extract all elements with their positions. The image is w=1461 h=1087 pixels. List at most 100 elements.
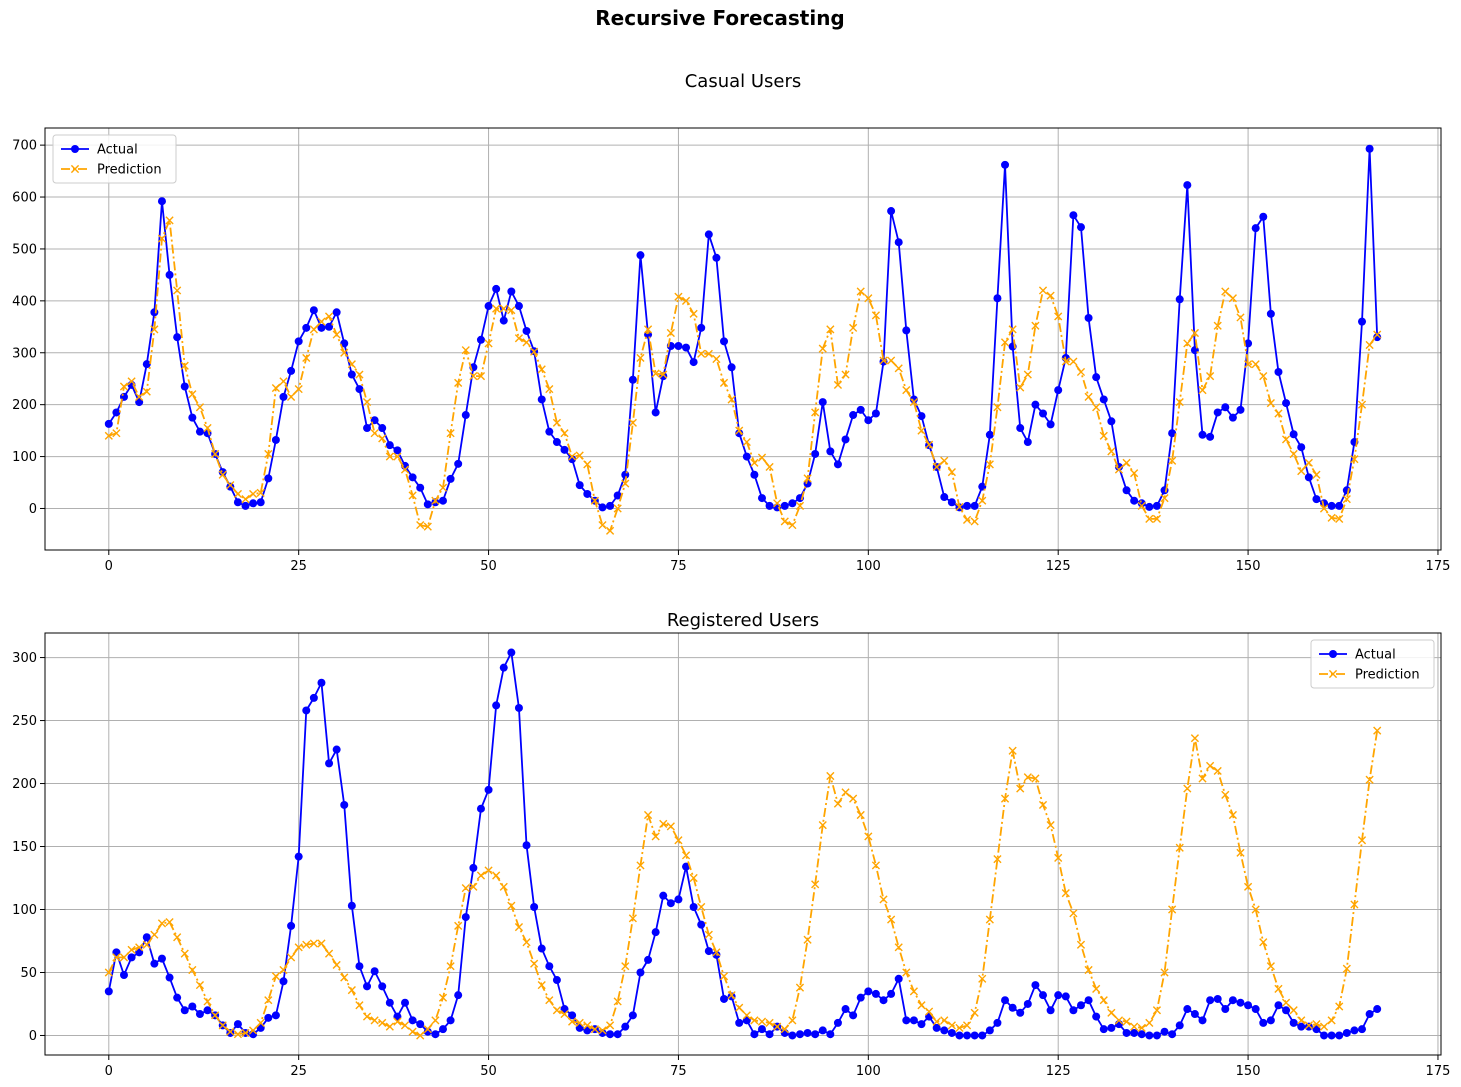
prediction-point (605, 1021, 615, 1030)
actual-point (1365, 144, 1374, 153)
prediction-point (1221, 790, 1230, 799)
actual-point (1152, 1031, 1161, 1040)
legend-actual-label: Actual (1355, 648, 1396, 663)
ticks: 0 25 50 75 100 125 150 175 0 50 100 150 200 250 300 (12, 651, 1450, 1079)
actual-point (803, 479, 812, 488)
actual-point (287, 366, 296, 375)
prediction-point (1160, 968, 1169, 977)
prediction-point (643, 810, 653, 820)
actual-point (606, 501, 615, 510)
prediction-point (393, 1017, 402, 1026)
actual-point (1335, 501, 1344, 510)
actual-point (484, 785, 493, 794)
prediction-point (1069, 909, 1078, 918)
prediction-point (727, 395, 736, 404)
prediction-point (537, 365, 546, 374)
casual-users-chart: Casual Users 0 25 50 75 100 125 150 175 0 100 200 30… (12, 71, 1450, 574)
prediction-point (211, 1011, 220, 1020)
actual-point (887, 207, 896, 216)
y-tick-label: 700 (12, 139, 37, 154)
axes-frame (44, 632, 1442, 1056)
prediction-point (271, 383, 280, 393)
prediction-point (1092, 984, 1101, 993)
prediction-point (909, 987, 918, 996)
actual-point (1244, 339, 1253, 348)
actual-point (849, 1011, 858, 1020)
prediction-point (1198, 386, 1207, 395)
actual-point (1039, 991, 1048, 1000)
prediction-point (902, 386, 911, 395)
actual-point (1023, 999, 1032, 1008)
prediction-point (256, 488, 265, 497)
x-tick-label: 125 (1046, 1064, 1071, 1079)
prediction-point (112, 953, 121, 962)
actual-point (1099, 1025, 1108, 1034)
actual-point (1266, 1016, 1275, 1025)
actual-point (552, 438, 561, 447)
actual-point (173, 333, 182, 342)
prediction-point (1054, 312, 1063, 321)
prediction-point (1061, 889, 1070, 898)
prediction-point (514, 334, 524, 343)
actual-point (112, 408, 121, 417)
actual-point (446, 1016, 455, 1025)
prediction-point (1190, 734, 1200, 743)
x-tick-label: 175 (1426, 559, 1451, 574)
actual-point (499, 316, 508, 325)
prediction-point (454, 921, 463, 930)
prediction-point (1342, 495, 1351, 504)
prediction-point (818, 821, 827, 830)
prediction-series (104, 726, 1382, 1040)
prediction-point (1084, 965, 1093, 975)
x-tick-label: 75 (670, 559, 687, 574)
actual-point (1023, 438, 1032, 447)
prediction-point (476, 871, 486, 880)
y-tick-label: 100 (12, 903, 37, 918)
prediction-point (461, 883, 470, 893)
prediction-point (446, 962, 455, 971)
prediction-point (1069, 357, 1078, 366)
prediction-point (1190, 328, 1200, 338)
actual-point (370, 967, 379, 976)
prediction-point (651, 832, 660, 841)
x-tick-label: 50 (480, 1064, 497, 1079)
actual-point (332, 745, 341, 754)
actual-point (1054, 991, 1063, 1000)
actual-point (233, 498, 242, 507)
actual-point (309, 693, 318, 702)
prediction-point (233, 489, 243, 499)
prediction-point (1357, 400, 1367, 409)
actual-point (1069, 211, 1078, 220)
prediction-point (1327, 513, 1336, 522)
actual-point (1358, 1025, 1367, 1034)
prediction-point (1016, 784, 1025, 793)
actual-point (659, 891, 668, 900)
prediction-point (408, 1027, 417, 1036)
prediction-point (545, 996, 554, 1005)
actual-point (416, 1020, 425, 1029)
prediction-point (522, 338, 531, 347)
actual-point (135, 948, 144, 957)
actual-point (355, 385, 364, 394)
prediction-point (469, 372, 478, 381)
actual-point (765, 501, 774, 510)
prediction-point (104, 431, 113, 440)
prediction-point (203, 423, 212, 433)
actual-point (993, 1018, 1002, 1027)
actual-point (795, 1030, 804, 1039)
actual-point (947, 1028, 956, 1037)
actual-point (104, 419, 113, 428)
actual-point (757, 1025, 766, 1034)
prediction-point (530, 347, 539, 356)
actual-point (1061, 992, 1070, 1001)
prediction-point (560, 429, 569, 438)
prediction-point (811, 880, 820, 889)
actual-point (135, 398, 144, 407)
prediction-point (203, 997, 212, 1006)
prediction-point (241, 1028, 250, 1038)
actual-point (104, 987, 113, 996)
legend-actual-label: Actual (97, 143, 138, 158)
actual-point (1206, 996, 1215, 1005)
legend: Actual Prediction (52, 134, 177, 184)
actual-point (1031, 400, 1040, 409)
